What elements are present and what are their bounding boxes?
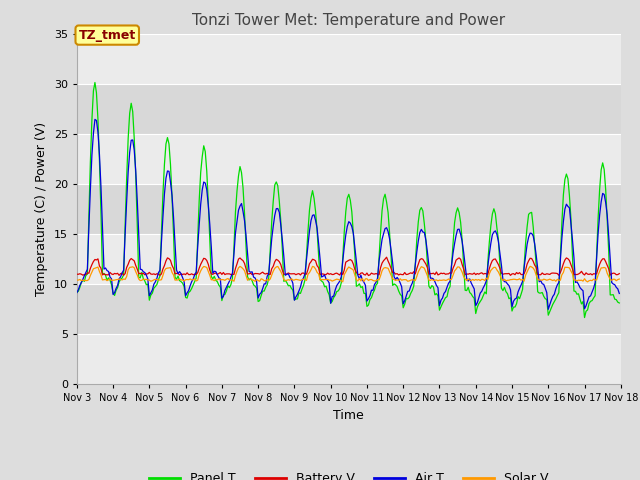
Solar V — [310, 264, 318, 270]
Line: Solar V: Solar V — [77, 266, 620, 282]
Panel T — [91, 80, 99, 85]
Air T — [545, 306, 552, 312]
Air T — [312, 217, 319, 223]
Air T — [73, 290, 81, 296]
Battery V — [588, 272, 596, 278]
Air T — [264, 273, 271, 279]
Battery V — [616, 271, 623, 276]
Panel T — [264, 282, 271, 288]
Battery V — [262, 271, 269, 277]
Panel T — [254, 299, 262, 304]
Solar V — [262, 278, 269, 284]
Solar V — [140, 276, 147, 282]
Panel T — [236, 164, 244, 169]
Battery V — [235, 256, 243, 262]
Bar — [77, 284, 621, 334]
Bar — [77, 84, 621, 134]
Solar V — [584, 279, 591, 285]
Bar — [77, 134, 621, 184]
Air T — [616, 290, 623, 296]
Bar — [77, 234, 621, 284]
Panel T — [616, 300, 623, 306]
Battery V — [383, 254, 390, 260]
Air T — [236, 203, 244, 209]
Bar — [77, 34, 621, 84]
Line: Battery V: Battery V — [77, 257, 620, 276]
Battery V — [73, 271, 81, 277]
Air T — [91, 117, 99, 122]
Line: Panel T: Panel T — [77, 83, 620, 318]
Title: Tonzi Tower Met: Temperature and Power: Tonzi Tower Met: Temperature and Power — [192, 13, 506, 28]
Battery V — [140, 270, 147, 276]
Battery V — [365, 273, 372, 278]
Solar V — [73, 277, 81, 283]
Solar V — [253, 276, 260, 282]
Bar — [77, 184, 621, 234]
Solar V — [616, 276, 623, 282]
Panel T — [580, 315, 588, 321]
Air T — [254, 295, 262, 301]
Air T — [141, 270, 148, 276]
Solar V — [526, 264, 534, 269]
Panel T — [73, 289, 81, 295]
Line: Air T: Air T — [77, 120, 620, 309]
Battery V — [310, 257, 318, 263]
Panel T — [588, 298, 596, 303]
Bar — [77, 334, 621, 384]
Y-axis label: Temperature (C) / Power (V): Temperature (C) / Power (V) — [35, 122, 48, 296]
Text: TZ_tmet: TZ_tmet — [79, 29, 136, 42]
Solar V — [235, 265, 243, 271]
Panel T — [141, 278, 148, 284]
Battery V — [253, 271, 260, 276]
X-axis label: Time: Time — [333, 408, 364, 421]
Solar V — [588, 278, 596, 284]
Panel T — [312, 208, 319, 214]
Air T — [588, 289, 596, 295]
Legend: Panel T, Battery V, Air T, Solar V: Panel T, Battery V, Air T, Solar V — [144, 468, 554, 480]
